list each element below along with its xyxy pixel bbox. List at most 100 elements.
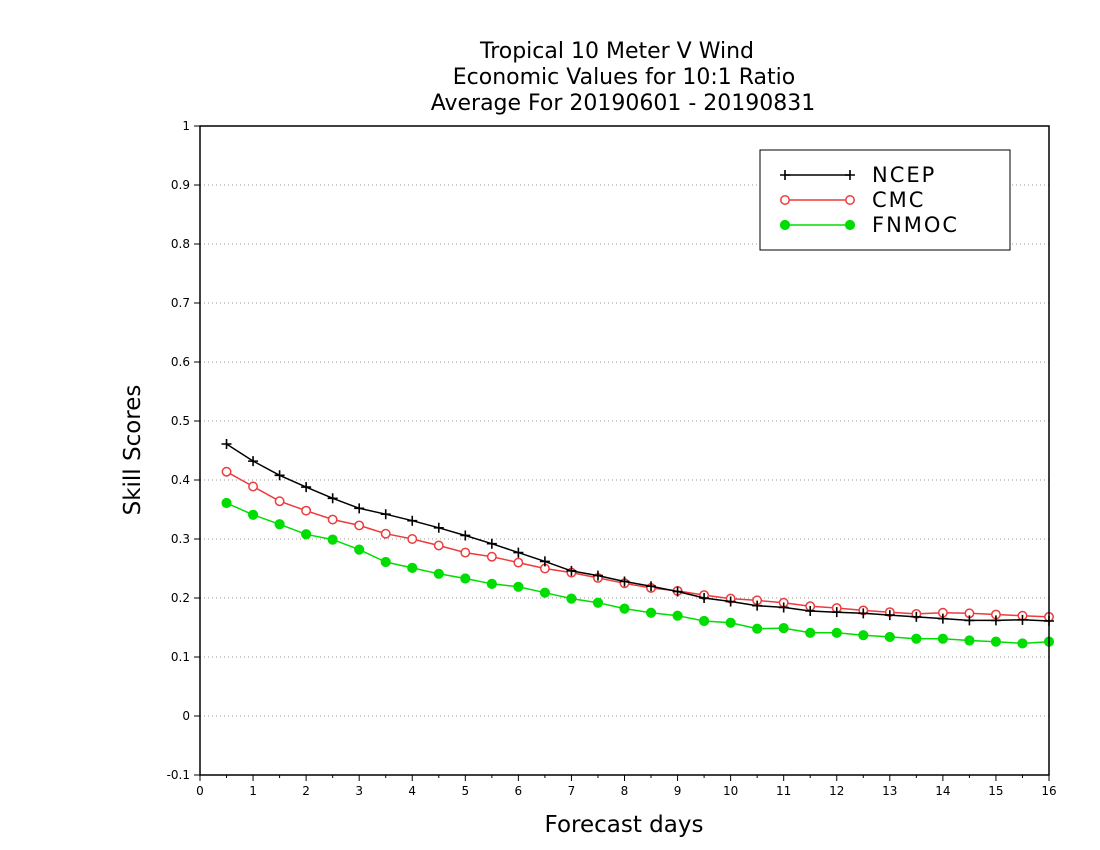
data-point-fnmoc: [566, 593, 577, 604]
x-tick-label: 8: [621, 784, 629, 798]
data-point-ncep: [301, 482, 312, 493]
data-point-fnmoc: [1017, 638, 1028, 649]
data-point-ncep: [858, 608, 869, 619]
data-point-fnmoc: [990, 636, 1002, 647]
legend-marker-cmc: [780, 195, 790, 205]
data-point-ncep: [699, 593, 710, 603]
data-point-ncep: [937, 613, 948, 624]
data-point-ncep: [964, 615, 975, 626]
data-point-cmc: [301, 505, 312, 516]
data-point-cmc: [460, 547, 471, 558]
data-point-ncep: [539, 556, 550, 567]
data-point-fnmoc: [937, 633, 948, 644]
y-tick-label: 0.3: [171, 532, 190, 546]
y-tick-label: 0.8: [171, 237, 190, 251]
y-tick-label: 0.7: [171, 296, 190, 310]
data-point-ncep: [1017, 614, 1028, 625]
x-tick-label: 14: [935, 784, 950, 798]
legend-marker-ncep: [780, 170, 790, 180]
legend-marker-fnmoc: [779, 219, 791, 231]
axis-ticks: -0.100.10.20.30.40.50.60.70.80.910 1 2 3 4 5 6…: [167, 119, 1057, 798]
x-tick-label: 7: [568, 784, 576, 798]
data-point-fnmoc: [831, 627, 842, 638]
chart-title-line-3: Average For 20190601 - 20190831: [431, 91, 816, 116]
y-axis-label: Skill Scores: [120, 385, 146, 516]
data-point-fnmoc: [778, 622, 789, 634]
data-point-ncep: [778, 602, 789, 613]
x-tick-label: 3: [355, 784, 363, 798]
plot-frame: [199, 125, 1050, 776]
data-point-ncep: [248, 456, 259, 467]
x-tick-label: 6: [515, 784, 523, 798]
legend-label-fnmoc: FNMOC: [872, 213, 959, 237]
data-point-ncep: [884, 610, 895, 621]
series-ncep: [221, 439, 1054, 627]
data-point-ncep: [990, 615, 1001, 626]
data-point-ncep: [911, 611, 922, 622]
data-point-ncep: [513, 547, 524, 558]
data-point-cmc: [407, 534, 418, 544]
data-point-fnmoc: [460, 573, 471, 584]
y-tick-label: 0.2: [171, 591, 190, 605]
x-tick-label: 11: [776, 784, 791, 798]
x-tick-label: 16: [1041, 784, 1056, 798]
data-point-ncep: [486, 538, 497, 549]
data-point-fnmoc: [433, 568, 444, 579]
data-point-fnmoc: [698, 615, 710, 627]
data-point-fnmoc: [301, 529, 312, 540]
data-point-fnmoc: [327, 534, 338, 545]
legend-marker-ncep: [845, 170, 855, 180]
data-point-fnmoc: [486, 578, 497, 589]
grid: [200, 184, 1049, 717]
data-point-cmc: [354, 520, 365, 531]
y-tick-label: 0.1: [171, 650, 190, 664]
data-point-fnmoc: [911, 633, 922, 644]
x-tick-label: 4: [408, 784, 416, 798]
x-tick-label: 12: [829, 784, 844, 798]
data-point-cmc: [327, 514, 338, 525]
x-tick-label: 15: [988, 784, 1003, 798]
data-point-ncep: [354, 503, 365, 514]
x-tick-label: 1: [249, 784, 257, 798]
data-point-fnmoc: [964, 635, 975, 646]
data-point-ncep: [646, 581, 657, 592]
series-layer: [221, 439, 1055, 649]
y-tick-label: 0.9: [171, 178, 190, 192]
data-point-ncep: [407, 515, 418, 526]
data-point-cmc: [486, 551, 497, 562]
y-tick-label: 0.4: [171, 473, 190, 487]
legend-label-ncep: NCEP: [872, 163, 936, 187]
data-point-fnmoc: [752, 623, 763, 634]
data-point-ncep: [327, 493, 338, 504]
data-point-fnmoc: [221, 497, 232, 509]
data-point-fnmoc: [274, 519, 285, 530]
data-point-ncep: [274, 470, 285, 481]
legend-marker-cmc: [845, 195, 855, 205]
data-point-fnmoc: [380, 556, 391, 568]
chart-title-line-1: Tropical 10 Meter V Wind: [479, 39, 754, 64]
data-point-fnmoc: [805, 627, 816, 638]
chart-title: Tropical 10 Meter V Wind Economic Values…: [431, 39, 816, 116]
y-tick-label: 0: [182, 709, 190, 723]
data-point-ncep: [433, 522, 444, 533]
y-tick-label: -0.1: [167, 768, 190, 782]
series-line-cmc: [226, 471, 1050, 618]
data-point-fnmoc: [592, 597, 604, 608]
data-point-fnmoc: [354, 544, 365, 555]
legend-marker-fnmoc: [844, 219, 856, 231]
legend-label-cmc: CMC: [872, 188, 925, 212]
data-point-fnmoc: [858, 630, 869, 641]
x-axis-label: Forecast days: [545, 812, 704, 838]
data-point-fnmoc: [619, 603, 630, 614]
data-point-cmc: [274, 496, 285, 507]
x-tick-label: 13: [882, 784, 897, 798]
data-point-ncep: [619, 576, 630, 587]
data-point-cmc: [433, 540, 444, 551]
data-point-ncep: [752, 600, 763, 611]
data-point-cmc: [380, 528, 391, 539]
data-point-ncep: [380, 509, 391, 520]
data-point-ncep: [460, 530, 471, 541]
data-point-fnmoc: [645, 607, 657, 618]
